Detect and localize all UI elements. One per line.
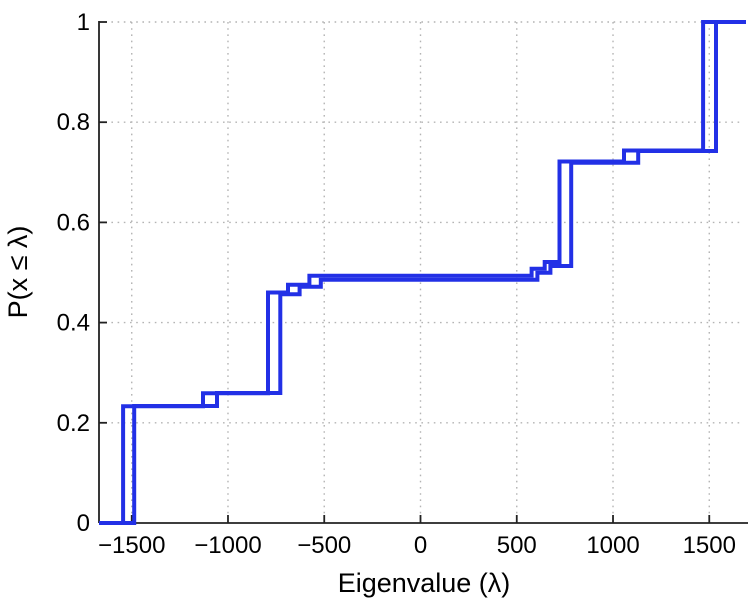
y-tick-label: 0	[77, 510, 90, 537]
x-tick-label: −1000	[194, 532, 261, 559]
y-tick-label: 0.4	[57, 310, 90, 337]
axes: −1500 −1000 −500 0 500 1000 1500 0 0.2 0.4 0.6 0.8 1	[57, 9, 748, 559]
x-tick-label: 0	[414, 532, 427, 559]
grid-lines	[99, 21, 742, 523]
y-tick-label: 1	[77, 9, 90, 36]
y-tick-label: 0.8	[57, 109, 90, 136]
x-tick-label: −500	[297, 532, 351, 559]
y-tick-label: 0.6	[57, 209, 90, 236]
axis-labels: Eigenvalue (λ) P(x ≤ λ)	[3, 226, 510, 598]
x-tick-label: 1000	[586, 532, 639, 559]
cdf-curves	[99, 20, 746, 525]
x-axis-label: Eigenvalue (λ)	[338, 568, 511, 598]
ecdf-curve-2	[99, 20, 746, 525]
x-tick-label: 1500	[683, 532, 736, 559]
x-tick-label: 500	[497, 532, 537, 559]
y-axis-label: P(x ≤ λ)	[3, 226, 33, 319]
y-tick-label: 0.2	[57, 410, 90, 437]
x-tick-label: −1500	[98, 532, 165, 559]
ecdf-curve-1	[99, 20, 746, 525]
